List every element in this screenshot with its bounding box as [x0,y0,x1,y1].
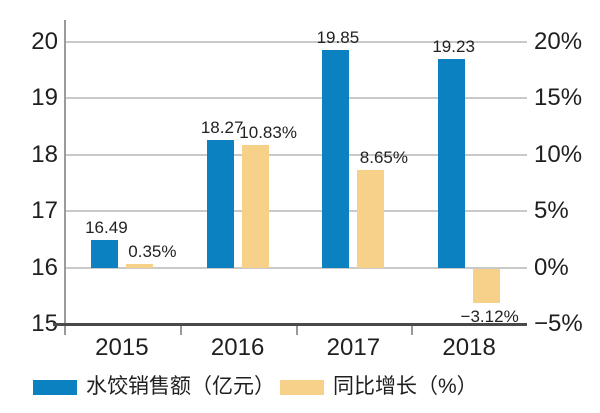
x-axis-label-2016: 2016 [210,334,265,361]
bar-growth-2016 [241,145,269,268]
right-axis-tick-label: 15% [534,84,583,112]
left-axis-tick-label: 17 [31,197,58,225]
bar-growth-2018 [473,268,501,303]
legend-label-growth: 同比增长（%） [333,375,478,398]
left-axis-tick-label: 15 [31,310,58,337]
value-label-growth-2015: 0.35% [128,241,177,261]
x-axis-label-2017: 2017 [326,334,381,361]
legend-item-sales: 水饺销售额（亿元） [33,375,275,399]
value-label-sales-2015: 16.49 [85,217,128,237]
x-axis-label-2015: 2015 [95,334,149,361]
right-axis-tick-label: 0% [534,253,569,281]
bar-sales-2016 [206,139,234,268]
bar-growth-2017 [357,170,385,268]
right-axis-tick-label: 5% [534,197,569,225]
bar-sales-2015 [90,239,118,268]
value-label-growth-2018: −3.12% [460,306,519,326]
gridline [66,41,527,43]
left-axis-tick-label: 16 [31,253,58,281]
value-label-sales-2017: 19.85 [316,28,360,48]
legend-swatch-growth [280,379,324,395]
x-axis-label-2018: 2018 [442,334,496,361]
bar-growth-2015 [125,263,153,268]
bar-sales-2018 [438,58,466,268]
right-axis-tick-label: 20% [534,28,583,55]
left-axis-tick-label: 19 [31,84,58,112]
left-axis-tick-label: 20 [31,28,58,55]
x-axis-tick [64,326,66,335]
value-label-sales-2016: 18.27 [200,117,244,137]
y-axis-line [64,20,66,334]
gridline [66,266,527,269]
gridline [66,153,527,156]
x-axis-line [53,323,527,326]
value-label-sales-2018: 19.23 [432,36,475,56]
value-label-growth-2016: 10.83% [239,123,297,143]
bar-sales-2017 [322,50,350,268]
legend-item-growth: 同比增长（%） [280,375,478,399]
gridline [66,97,527,100]
x-axis-tick [295,326,298,335]
x-axis-tick [179,326,182,335]
legend-swatch-sales [33,379,77,395]
right-axis-tick-label: −5% [534,310,583,337]
x-axis-tick [411,326,414,335]
value-label-growth-2017: 8.65% [359,148,408,168]
right-axis-tick-label: 10% [534,140,583,168]
left-axis-tick-label: 18 [31,140,58,168]
legend-label-sales: 水饺销售额（亿元） [86,375,275,398]
gridline [66,210,527,213]
